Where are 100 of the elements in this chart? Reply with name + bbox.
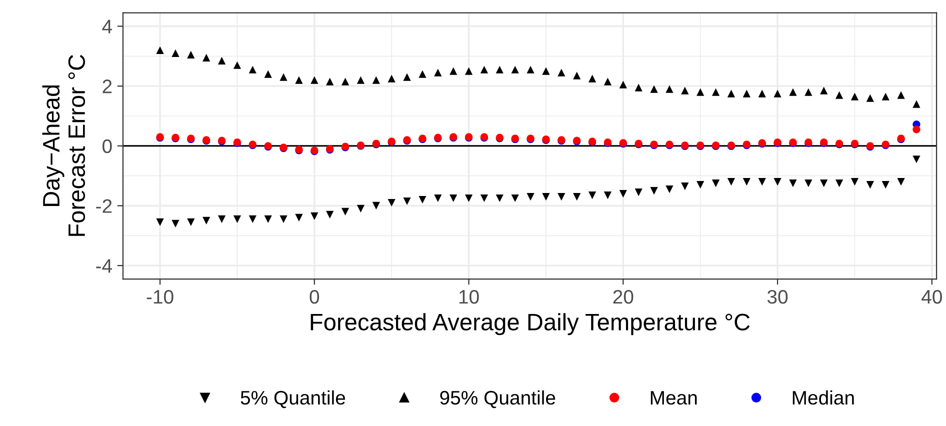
point (804, 88, 812, 96)
x-tick-label: 10 (459, 290, 479, 304)
point (666, 185, 674, 194)
point (187, 218, 195, 226)
point (696, 180, 704, 189)
point (696, 88, 704, 96)
point (388, 74, 396, 82)
point (233, 215, 242, 223)
legend-label: Median (792, 390, 854, 405)
point (882, 180, 890, 189)
point (789, 88, 797, 96)
x-tick-label: 40 (922, 290, 942, 304)
point (388, 198, 396, 207)
point (912, 126, 920, 134)
point (573, 192, 581, 201)
point (496, 194, 504, 202)
point (341, 208, 350, 216)
point (248, 66, 256, 74)
point (356, 76, 365, 84)
point (202, 216, 210, 224)
x-axis-title: Forecasted Average Daily Temperature °C (310, 313, 750, 336)
point (418, 70, 426, 78)
point (464, 194, 473, 202)
point (850, 178, 859, 186)
point (619, 190, 627, 198)
y-tick-label: -4 (96, 259, 112, 273)
y-tick-label: -2 (96, 199, 112, 213)
point (464, 67, 473, 75)
point (496, 66, 504, 74)
point (650, 85, 658, 93)
y-axis-title: Day−Ahead Forecast Error °C (42, 54, 86, 236)
point (542, 192, 550, 201)
point (681, 182, 689, 190)
point (295, 214, 303, 222)
legend-label: Mean (650, 391, 697, 405)
point (280, 215, 288, 223)
point (434, 194, 442, 202)
point (742, 90, 750, 98)
point (310, 76, 318, 84)
point (573, 72, 581, 80)
point (264, 215, 272, 223)
point (218, 56, 226, 64)
point (434, 68, 442, 76)
point (542, 67, 550, 75)
point (820, 179, 828, 188)
point (450, 67, 458, 75)
point (897, 178, 905, 186)
point (310, 212, 318, 220)
point (835, 179, 844, 188)
point (218, 215, 226, 223)
point (727, 178, 736, 186)
point (897, 91, 905, 99)
point (850, 92, 859, 100)
point (372, 202, 380, 210)
point (156, 46, 164, 54)
point (558, 192, 566, 201)
point (480, 194, 488, 202)
point (280, 73, 288, 81)
point (295, 76, 303, 84)
point (403, 197, 411, 206)
point (156, 218, 164, 226)
point (912, 156, 920, 164)
point (248, 215, 256, 223)
point (526, 192, 534, 201)
point (511, 66, 519, 74)
point (480, 66, 488, 74)
point (866, 180, 874, 189)
point (588, 74, 596, 82)
point (912, 100, 920, 108)
point (804, 179, 812, 188)
point (604, 191, 612, 200)
x-tick-label: 0 (310, 290, 320, 304)
point (774, 90, 782, 98)
point (172, 220, 180, 228)
point (511, 194, 519, 202)
point (789, 179, 797, 188)
point (418, 196, 426, 204)
point (526, 66, 534, 74)
point (712, 179, 720, 188)
point (634, 84, 642, 92)
point (588, 191, 596, 200)
y-tick-label: 4 (102, 20, 112, 34)
legend-label: 95% Quantile (440, 390, 556, 408)
point (712, 88, 720, 96)
point (882, 92, 890, 100)
point (634, 188, 642, 196)
point (187, 50, 195, 58)
point (326, 210, 334, 219)
point (742, 178, 750, 186)
point (356, 204, 365, 213)
point (681, 86, 689, 94)
point (202, 54, 210, 62)
point (372, 76, 380, 84)
point (341, 78, 350, 86)
point (758, 178, 766, 186)
point (558, 68, 566, 76)
point (172, 49, 180, 57)
point (835, 91, 844, 99)
point (264, 70, 272, 78)
x-tick-label: 30 (767, 290, 788, 304)
